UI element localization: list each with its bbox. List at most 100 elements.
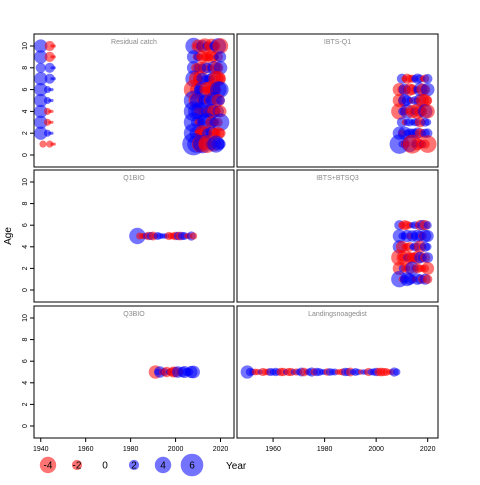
y-axis-title: Age (3, 227, 14, 245)
bubble (422, 128, 433, 138)
bubble (421, 261, 435, 275)
x-tick-label: 1980 (123, 446, 139, 453)
bubble (34, 50, 48, 64)
bubble (43, 118, 52, 126)
x-tick-label: 1960 (265, 446, 281, 453)
y-tick-label: 0 (22, 153, 29, 157)
legend-item: 4 (154, 456, 172, 474)
y-tick-label: 10 (22, 314, 29, 322)
bubble (43, 96, 52, 105)
bubble (48, 131, 52, 135)
y-tick-label: 10 (22, 178, 29, 186)
bubble (52, 77, 56, 81)
bubble (48, 98, 52, 103)
y-tick-label: 2 (22, 131, 29, 135)
bubble (50, 120, 54, 124)
bubble (34, 72, 48, 86)
bubbles (148, 365, 200, 379)
bubbles (391, 219, 435, 288)
bubble (50, 98, 54, 103)
panel-frame (33, 305, 235, 439)
legend-label: 2 (131, 461, 137, 472)
bubble (34, 115, 48, 129)
bubble (421, 229, 434, 243)
bubble (50, 131, 54, 135)
panel-title: IBTS-Q1 (324, 39, 351, 46)
bubble (35, 62, 46, 73)
bubble (212, 38, 229, 54)
bubble (48, 120, 52, 124)
x-tick-label: 2020 (213, 446, 229, 453)
legend-label: 0 (102, 461, 108, 472)
bubble (44, 62, 55, 73)
bubble (43, 129, 52, 137)
bubble (34, 39, 48, 53)
y-tick-label: 0 (22, 424, 29, 428)
y-tick-label: 6 (22, 223, 29, 227)
y-tick-label: 2 (22, 402, 29, 406)
bubble (50, 77, 54, 81)
bubble (187, 365, 200, 379)
x-tick-label: 1980 (317, 446, 333, 453)
legend-bubble (128, 459, 140, 471)
x-tick-label: 1940 (33, 446, 49, 453)
bubble (44, 51, 55, 63)
panel-title: IBTS+BTSQ3 (316, 175, 359, 182)
x-tick-label: 2000 (168, 446, 184, 453)
bubble (418, 135, 437, 153)
legend-item: 2 (128, 459, 140, 472)
bubble (34, 104, 48, 119)
bubble (215, 128, 226, 139)
x-tick-label: 1960 (78, 446, 94, 453)
y-tick-label: 6 (22, 88, 29, 92)
legend-label: 4 (160, 461, 166, 472)
y-tick-label: 4 (22, 381, 29, 385)
y-tick-label: 4 (22, 109, 29, 113)
bubbles (240, 365, 401, 379)
bubble (43, 86, 52, 94)
bubbles (129, 227, 198, 245)
y-tick-label: 2 (22, 266, 29, 270)
bubble (52, 66, 56, 70)
legend-item: -2 (71, 459, 83, 472)
panel-ibts-q1: IBTS-Q1 (236, 33, 439, 168)
bubble (44, 40, 55, 52)
bubble (46, 140, 54, 148)
bubble (189, 232, 198, 240)
bubble (48, 88, 52, 92)
bubble (44, 73, 55, 84)
panel-title: Residual catch (111, 39, 157, 46)
bubble (423, 274, 433, 284)
bubble (420, 104, 435, 119)
panel-title: Landingsnoagedist (308, 311, 367, 318)
bubble (52, 55, 56, 59)
legend-bubble (39, 456, 57, 474)
bubble (423, 242, 432, 251)
bubble (34, 82, 48, 97)
y-tick-label: 4 (22, 245, 29, 249)
y-tick-label: 8 (22, 338, 29, 342)
bubble (34, 126, 48, 140)
legend-item: 0 (102, 461, 108, 472)
panel-q3bio: Q3BIO 0 2 4 6 8 10 1940 1960 1980 2000 2020 (22, 305, 235, 453)
y-tick-label: 10 (22, 42, 29, 50)
bubble (422, 73, 433, 84)
panel-title: Q1BIO (123, 175, 145, 182)
legend-bubble (154, 456, 172, 474)
bubble (50, 109, 54, 113)
x-tick-label: 2020 (420, 446, 436, 453)
bubble (43, 107, 52, 115)
panel-residual-catch: Residual catch 0 2 4 6 8 10 (22, 33, 235, 168)
bubble (48, 109, 52, 113)
y-tick-label: 8 (22, 202, 29, 206)
bubble (50, 142, 54, 146)
legend: -4 -2 0 2 4 6 (39, 453, 204, 477)
legend-item: -4 (39, 456, 57, 474)
y-tick-label: 0 (22, 288, 29, 292)
bubble (214, 51, 227, 63)
bubble (52, 44, 56, 48)
bubble (423, 95, 433, 106)
panel-ibts-btsq3: IBTS+BTSQ3 (236, 169, 439, 303)
y-tick-label: 6 (22, 359, 29, 363)
